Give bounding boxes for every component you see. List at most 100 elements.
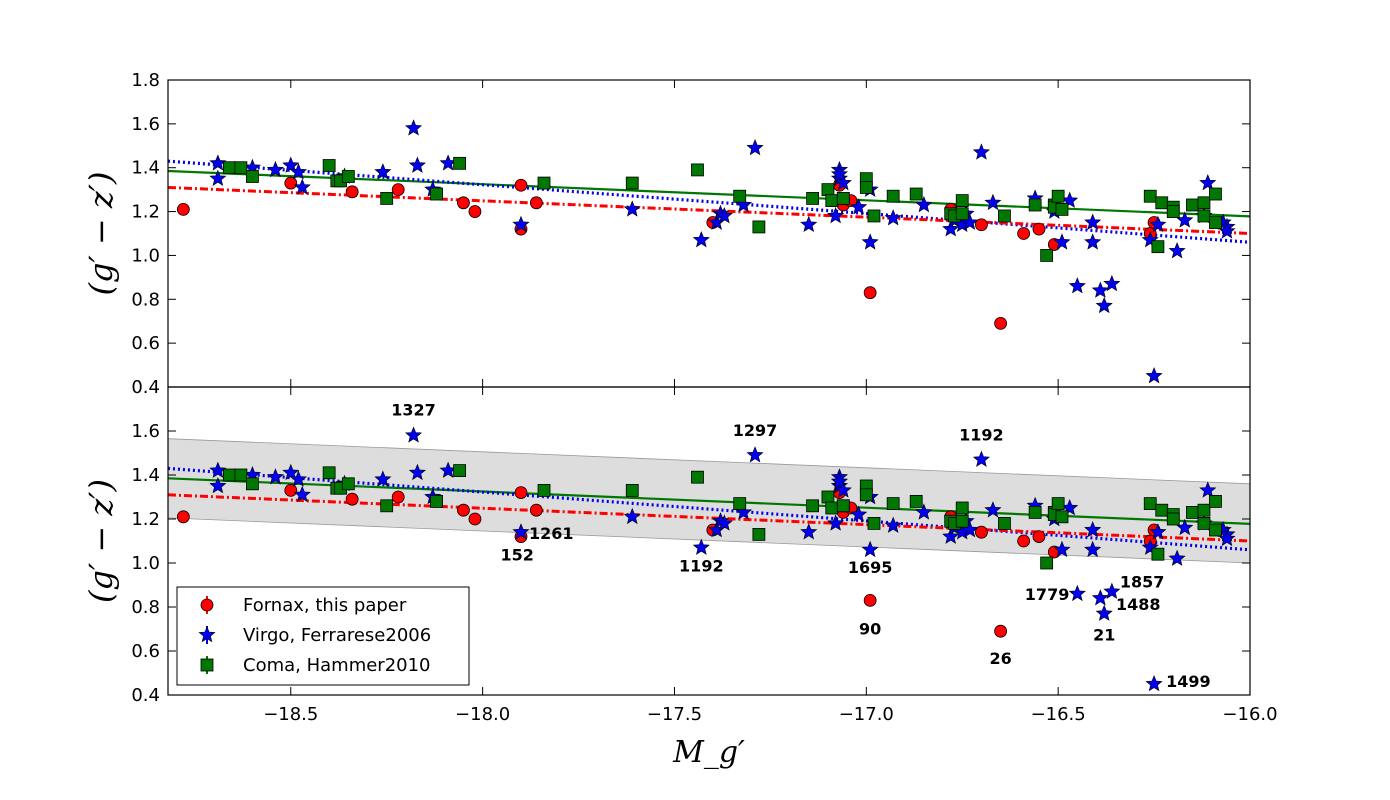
coma-point [222,468,236,482]
y-tick-label: 1.6 [131,421,160,442]
coma-point [341,477,355,491]
virgo-point [834,174,852,191]
point-label: 1297 [733,421,778,440]
fornax-point [514,178,528,192]
fornax-point [1032,222,1046,236]
coma-point [825,194,839,208]
coma-point [886,189,900,203]
virgo-point [1103,582,1121,599]
coma-point [821,490,835,504]
coma-point [1143,497,1157,511]
bottom-panel: 1327 1297 1192 1261 152 1192 1695 90 26 1779 1857 1… [168,400,1250,692]
point-label: 1857 [1120,573,1165,592]
virgo-point [884,209,902,226]
coma-point [1051,189,1065,203]
virgo-point [830,165,849,182]
fornax-point [391,490,405,504]
y-tick-label: 1.6 [131,114,160,135]
virgo-point [1141,231,1159,248]
coma-point [380,192,394,205]
fornax-point [994,317,1008,330]
point-label: 1488 [1116,595,1161,614]
fornax-point [863,594,877,607]
fornax-point [975,525,988,539]
virgo-point [715,514,733,531]
y-tick-label: 0.6 [131,333,160,354]
coma-point [380,499,394,513]
coma-point [955,514,969,528]
virgo-point [209,154,227,171]
fornax-point [514,486,528,500]
legend: Fornax, this paper Virgo, Ferrarese2006 Co… [176,586,470,686]
legend-marker-fornax [200,598,214,612]
fornax-point [284,176,298,190]
coma-point [1155,196,1169,210]
point-label: 1327 [391,400,436,419]
virgo-point [1084,540,1102,558]
coma-point [1186,198,1199,212]
fornax-point [529,196,543,210]
coma-point [752,528,766,541]
legend-label-coma: Coma, Hammer2010 [243,655,431,676]
fornax-point [391,183,405,197]
fornax-point [468,512,482,526]
fornax-point [1032,530,1046,543]
point-label: 1261 [529,524,574,543]
top-panel-frame [167,79,1251,388]
coma-point [322,159,336,172]
virgo-point [1199,481,1217,498]
coma-point [955,501,969,515]
coma-point [625,483,639,497]
coma-point [1028,505,1042,519]
top-panel [168,119,1250,384]
virgo-point [984,501,1002,518]
virgo-point [884,516,902,533]
y-tick-label: 1.4 [131,465,160,486]
y-tick-label: 1.0 [131,553,160,574]
coma-point [1151,240,1165,254]
y-tick-label: 1.2 [131,509,160,530]
virgo-point [827,514,845,531]
fornax-point [863,286,877,300]
fornax-point [284,483,298,497]
fornax-point [468,205,482,218]
coma-point [1040,556,1054,570]
y-tick-label: 0.8 [131,289,160,310]
fornax-point [457,503,470,517]
top-panel-plot-area [168,119,1250,384]
virgo-point [1149,215,1167,233]
virgo-point [827,206,845,224]
virgo-point [266,160,284,178]
axes: 0.4 0.6 0.8 1.0 1.2 1.4 1.6 1.8 (g′ − z′) 0.4 0.6 0… [82,70,1278,770]
coma-point [246,170,259,183]
y-tick-label: 1.4 [131,158,160,179]
virgo-point [408,156,426,173]
legend-marker-virgo [198,625,216,643]
coma-point [1040,249,1054,262]
coma-point [859,181,873,194]
virgo-point [861,233,879,250]
virgo-point [282,463,300,481]
coma-point [998,517,1011,530]
x-tick-label: −17.0 [839,704,894,725]
virgo-point [1103,274,1121,292]
coma-point [836,192,850,205]
virgo-point [1199,174,1217,191]
virgo-point [623,507,641,525]
legend-label-fornax: Fornax, this paper [243,595,407,616]
coma-point [234,161,248,175]
virgo-point [408,463,426,481]
y-tick-label: 0.8 [131,597,160,618]
fornax-point [176,202,190,216]
virgo-point [850,505,868,522]
virgo-point [800,215,818,233]
fornax-point [994,624,1008,638]
coma-point [1143,189,1157,203]
coma-point [733,189,747,203]
virgo-point [800,523,818,540]
y-tick-label: 0.6 [131,641,160,662]
y-axis-label: (g′ − z′) [82,172,120,296]
virgo-point [942,527,960,544]
coma-point [752,220,766,234]
point-label: 152 [500,546,533,565]
